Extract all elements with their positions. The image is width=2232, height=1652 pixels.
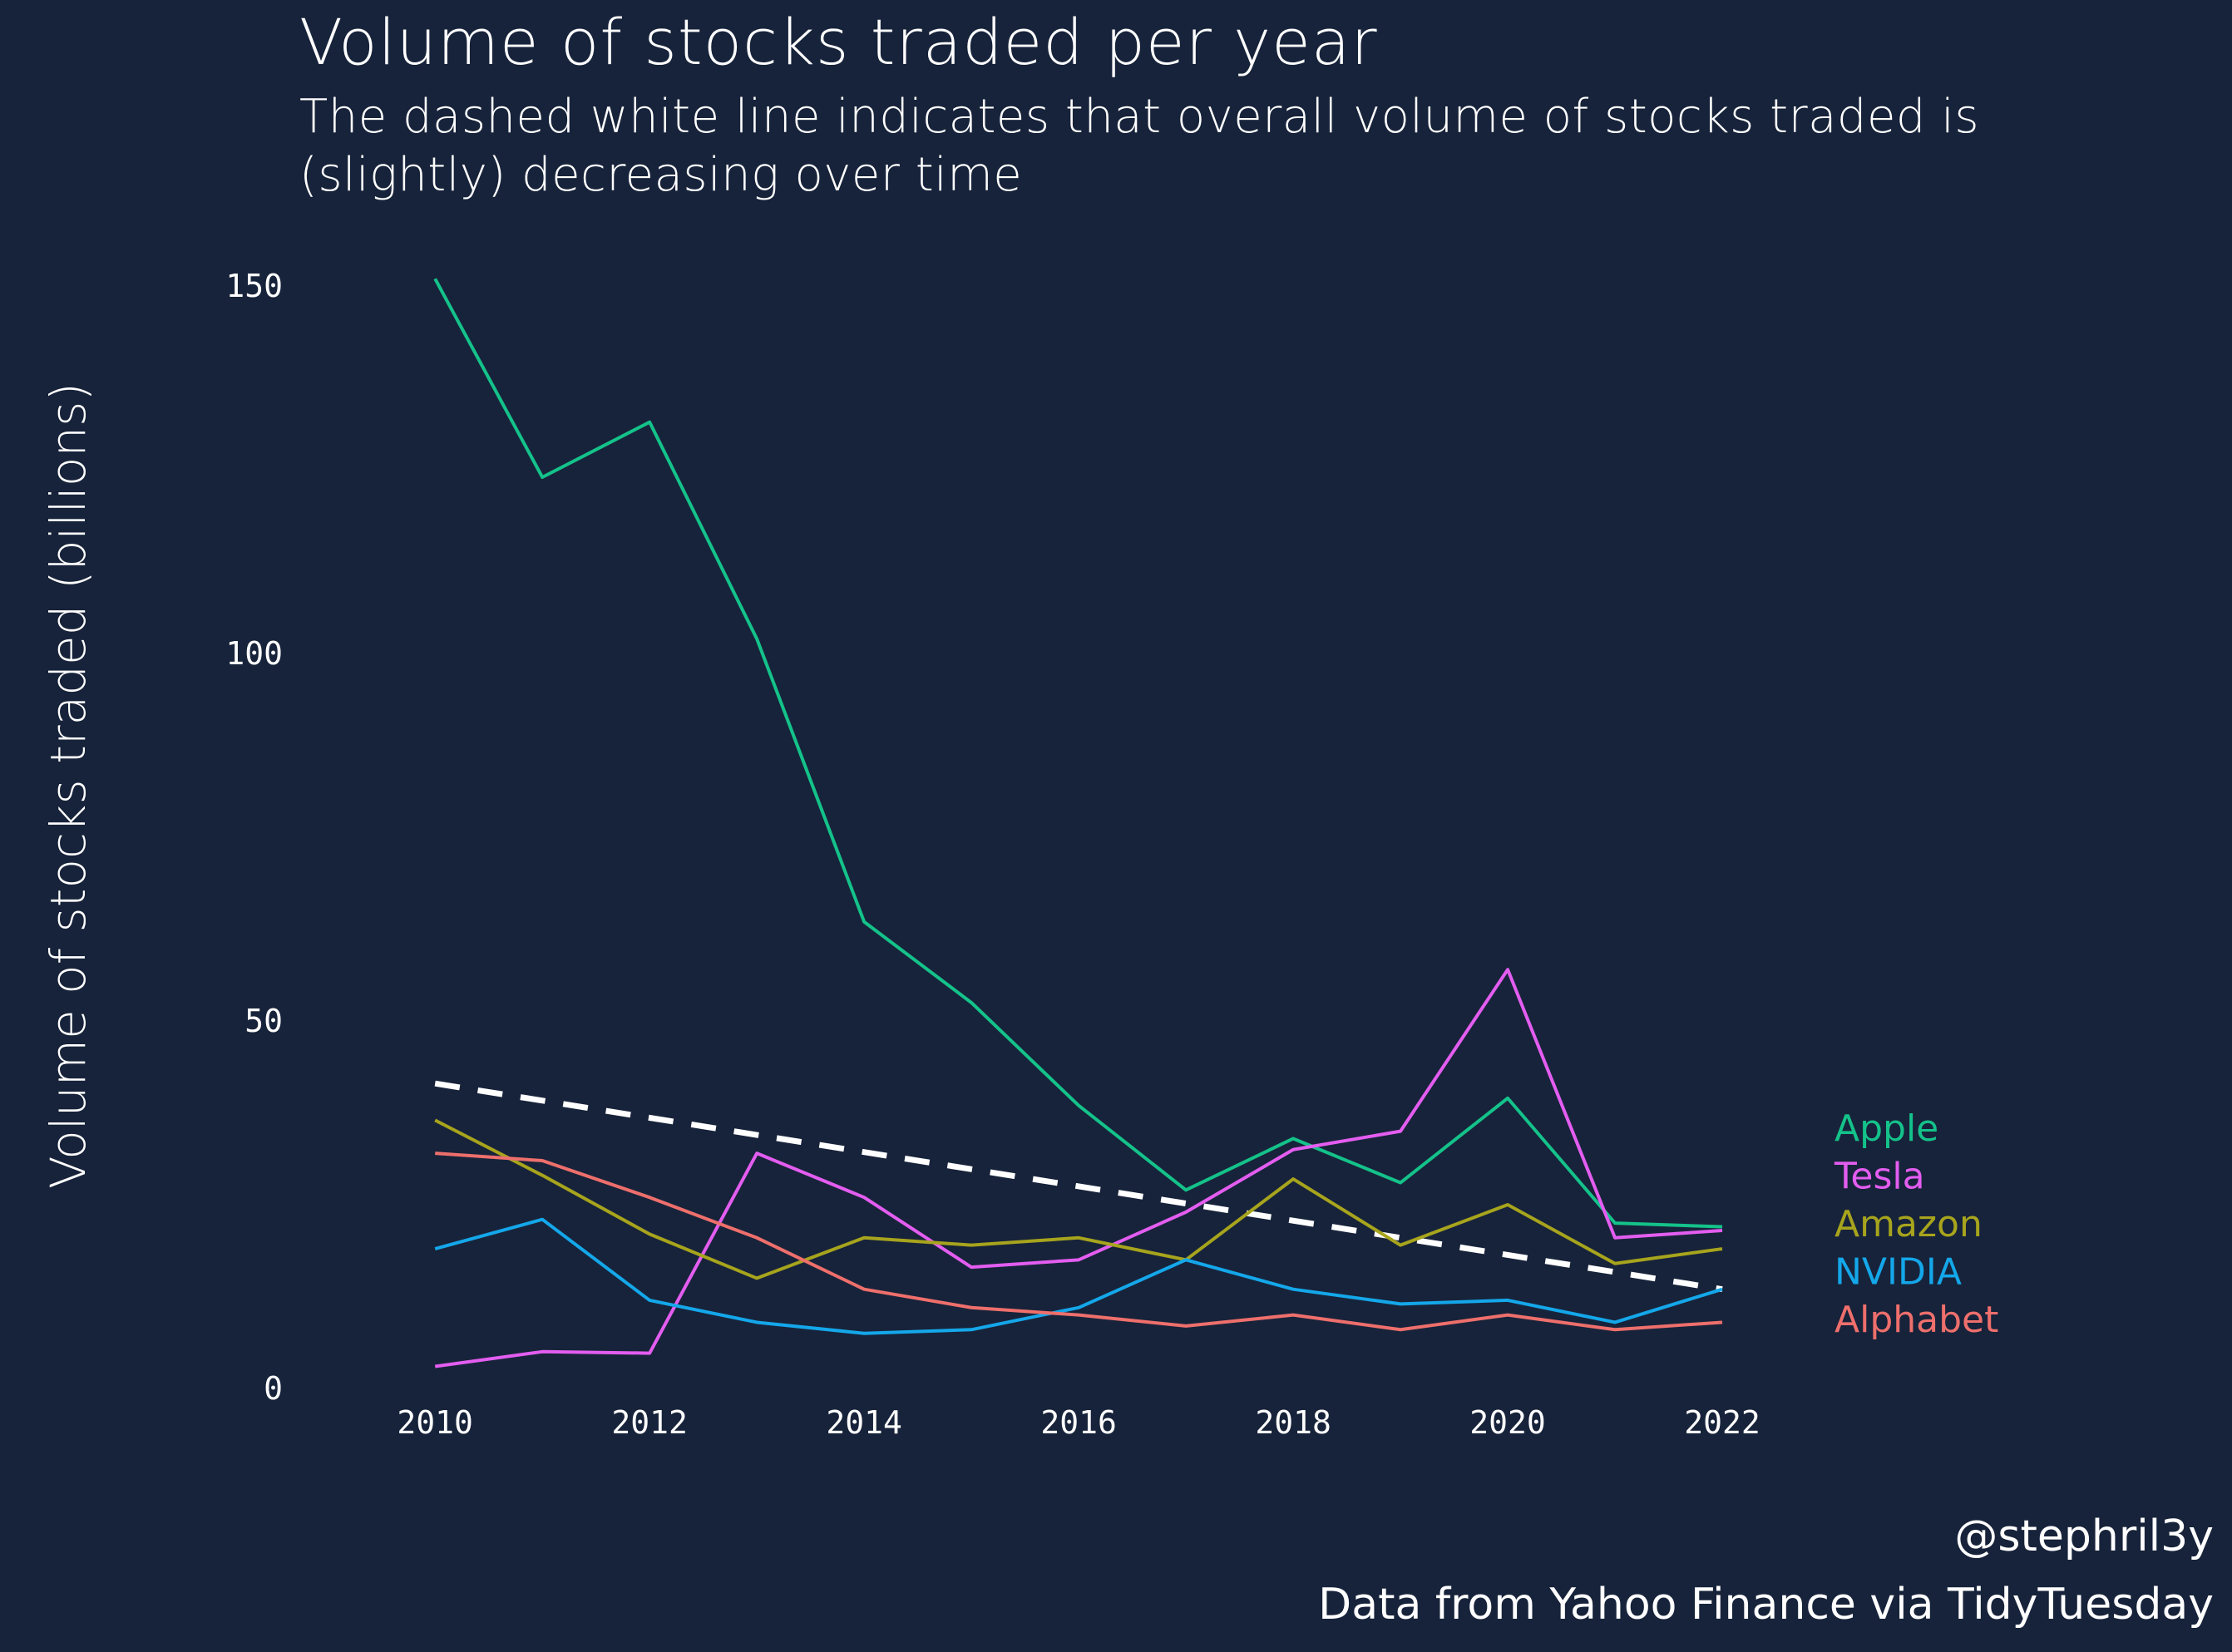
x-tick-label: 2018 bbox=[1255, 1404, 1331, 1441]
x-tick-label: 2012 bbox=[611, 1404, 688, 1441]
x-tick-label: 2014 bbox=[826, 1404, 902, 1441]
author-handle: @stephril3y bbox=[1954, 1511, 2214, 1561]
x-tick-label: 2016 bbox=[1040, 1404, 1117, 1441]
legend-label-amazon: Amazon bbox=[1834, 1203, 1983, 1245]
legend-label-alphabet: Alphabet bbox=[1834, 1299, 1998, 1341]
chart-subtitle: The dashed white line indicates that ove… bbox=[299, 90, 1979, 202]
series-line-alphabet bbox=[435, 1151, 1723, 1332]
chart-title: Volume of stocks traded per year bbox=[299, 5, 1378, 79]
y-tick-label: 100 bbox=[225, 635, 283, 672]
series-line-tesla bbox=[434, 968, 1723, 1368]
trend-line bbox=[434, 1080, 1723, 1293]
x-tick-label: 2010 bbox=[397, 1404, 473, 1441]
y-axis-label: Volume of stocks traded (billions) bbox=[40, 382, 96, 1189]
trend-layer bbox=[434, 1080, 1723, 1293]
y-tick-label: 0 bbox=[264, 1370, 283, 1407]
series-line-nvidia bbox=[434, 1217, 1723, 1335]
x-axis-ticks: 2010 2012 2014 2016 2018 2020 2022 bbox=[397, 1404, 1760, 1441]
data-source-note: Data from Yahoo Finance via TidyTuesday bbox=[1318, 1580, 2214, 1630]
y-axis-ticks: 0 50 100 150 bbox=[225, 268, 283, 1407]
y-tick-label: 50 bbox=[244, 1003, 283, 1039]
legend: Apple Tesla Amazon NVIDIA Alphabet bbox=[1834, 1107, 1998, 1341]
x-tick-label: 2020 bbox=[1469, 1404, 1546, 1441]
legend-label-nvidia: NVIDIA bbox=[1834, 1251, 1962, 1294]
legend-label-tesla: Tesla bbox=[1834, 1156, 1925, 1198]
series-layer bbox=[433, 278, 1723, 1368]
legend-label-apple: Apple bbox=[1834, 1107, 1938, 1150]
x-tick-label: 2022 bbox=[1684, 1404, 1760, 1441]
series-line-amazon bbox=[434, 1118, 1723, 1280]
y-tick-label: 150 bbox=[225, 268, 283, 304]
series-line-apple bbox=[433, 278, 1723, 1229]
